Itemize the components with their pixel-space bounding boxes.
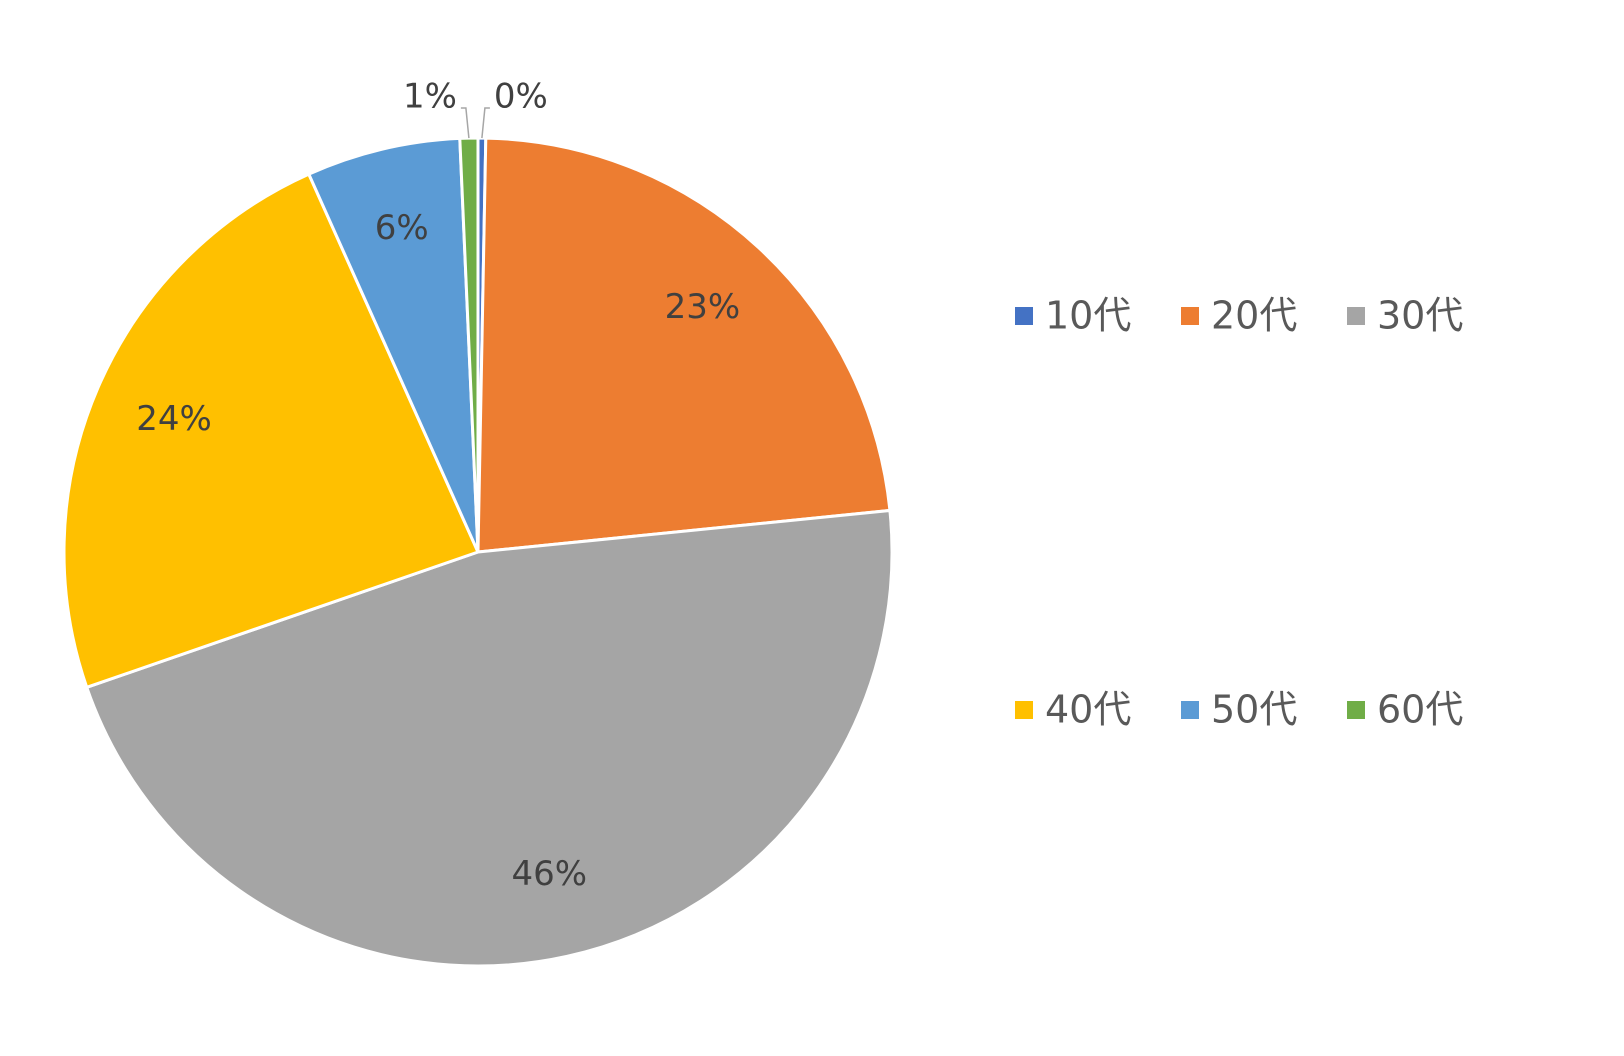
legend-swatch: [1181, 701, 1199, 719]
legend-label: 60代: [1377, 688, 1463, 732]
pie-slice: [476, 136, 892, 554]
data-label: 24%: [136, 399, 212, 439]
legend-swatch: [1347, 701, 1365, 719]
pie-slice: [306, 136, 480, 553]
legend-label: 50代: [1211, 688, 1297, 732]
legend-swatch: [1015, 307, 1033, 325]
legend-label: 40代: [1045, 688, 1131, 732]
legend-swatch: [1015, 701, 1033, 719]
data-label: 0%: [494, 77, 548, 117]
data-label: 6%: [375, 208, 429, 248]
leader-line: [481, 107, 490, 139]
pie-slice: [62, 172, 481, 690]
pie-slice: [84, 508, 894, 968]
legend-swatch: [1347, 307, 1365, 325]
data-label: 46%: [511, 854, 587, 894]
legend-label: 30代: [1377, 294, 1463, 338]
data-label: 23%: [665, 287, 741, 327]
legend-swatch: [1181, 307, 1199, 325]
legend-label: 10代: [1045, 294, 1131, 338]
legend-label: 20代: [1211, 294, 1297, 338]
data-label: 1%: [403, 77, 457, 117]
leader-line: [460, 107, 470, 139]
